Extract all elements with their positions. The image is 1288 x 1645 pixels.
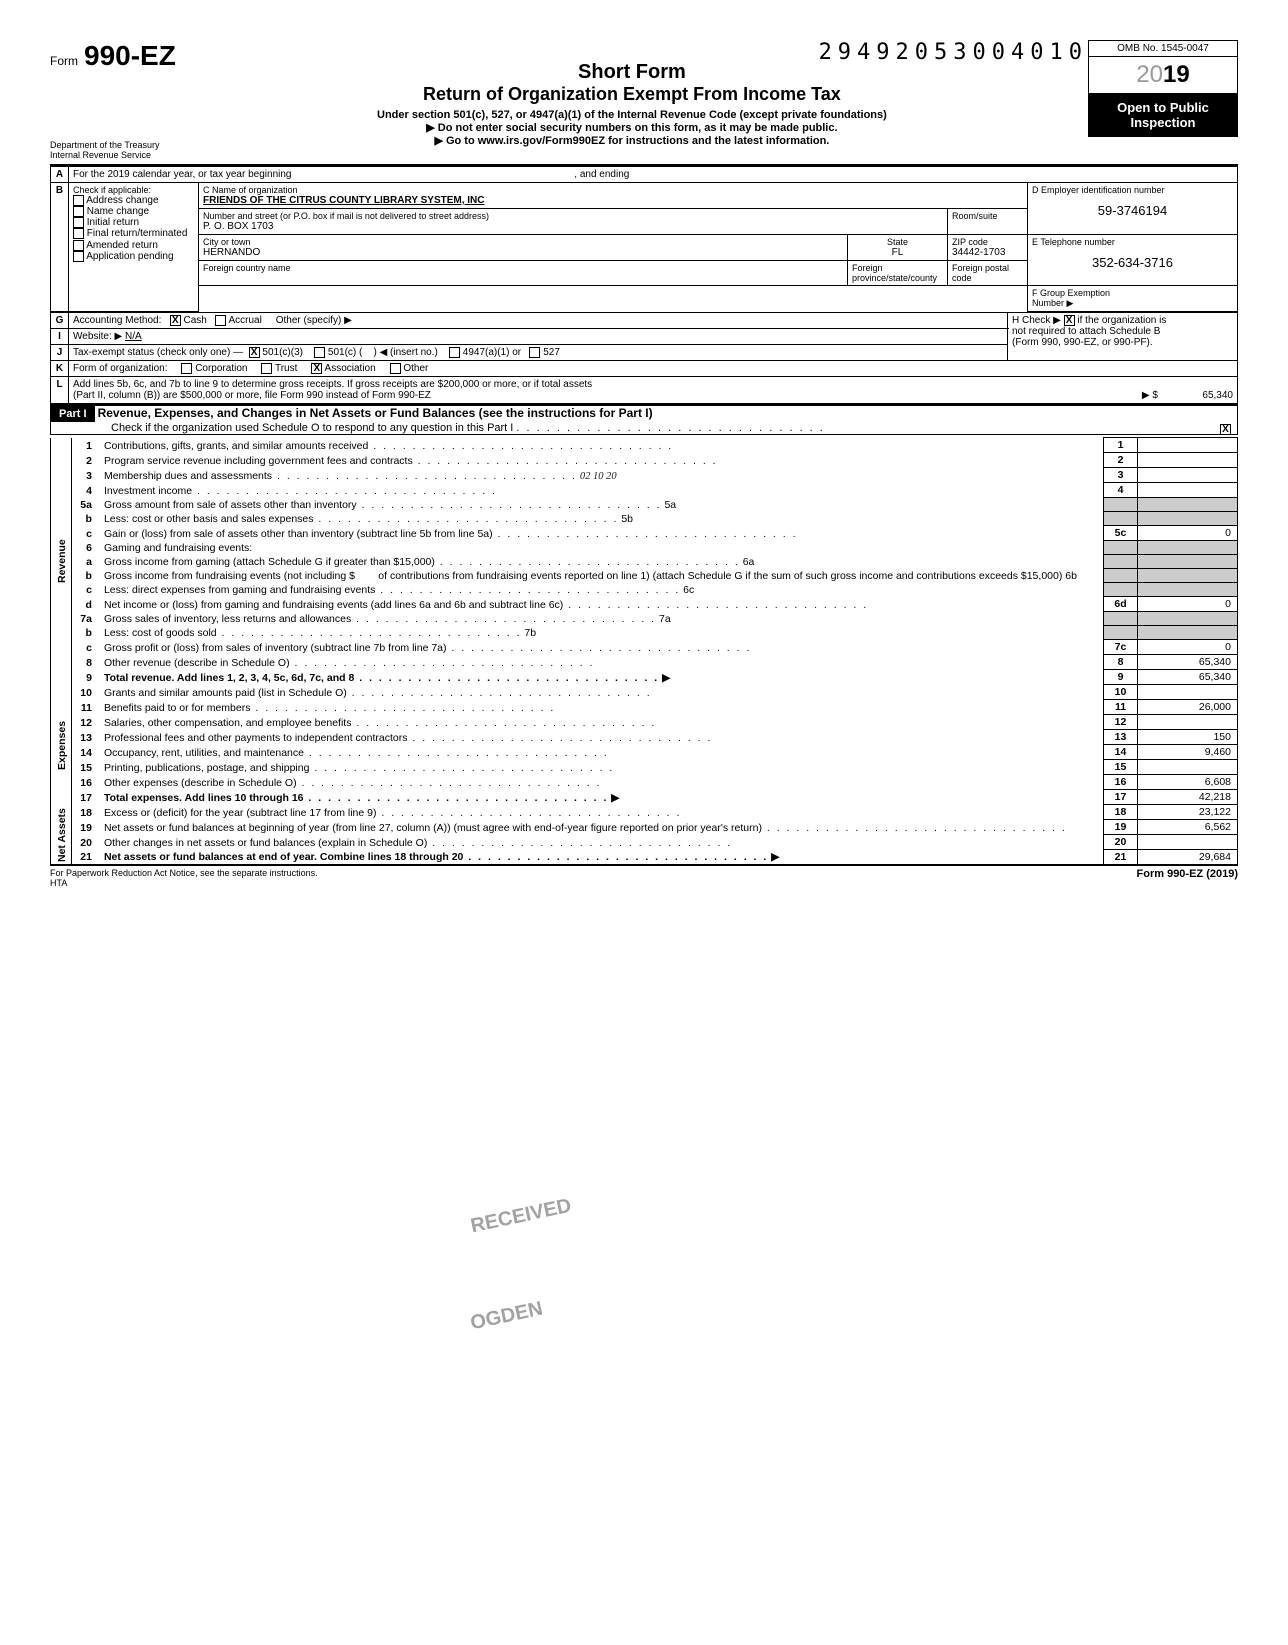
form-number: 990-EZ — [84, 40, 176, 72]
box-c3-zip: ZIP code 34442-1703 — [948, 235, 1028, 261]
handwritten-date: 02 10 20 — [580, 471, 617, 482]
gross-receipts: 65,340 — [1202, 390, 1233, 401]
ein: 59-3746194 — [1032, 203, 1233, 218]
cb-pending[interactable] — [73, 251, 84, 262]
cb-scho[interactable] — [1220, 424, 1231, 435]
cb-trust[interactable] — [261, 363, 272, 374]
cb-name[interactable] — [73, 206, 84, 217]
line-b-checks: Check if applicable: Address change Name… — [69, 183, 199, 312]
title-sub: Under section 501(c), 527, or 4947(a)(1)… — [176, 109, 1088, 121]
ogden-stamp: OGDEN — [468, 1298, 545, 1336]
dept-2: Internal Revenue Service — [50, 150, 176, 160]
line-k: Form of organization: Corporation Trust … — [69, 361, 1238, 377]
title-main: Return of Organization Exempt From Incom… — [176, 84, 1088, 105]
header-table: A For the 2019 calendar year, or tax yea… — [50, 166, 1238, 312]
form-prefix: Form — [50, 54, 78, 68]
part1-title: Revenue, Expenses, and Changes in Net As… — [98, 406, 653, 420]
label-a: A — [51, 167, 69, 183]
open-public: Open to Public Inspection — [1088, 94, 1238, 137]
part1-header: Part I Revenue, Expenses, and Changes in… — [50, 404, 1238, 435]
cb-final[interactable] — [73, 228, 84, 239]
right-col: OMB No. 1545-0047 2019 Open to Public In… — [1088, 40, 1238, 137]
line-l: Add lines 5b, 6c, and 7b to line 9 to de… — [69, 377, 1238, 404]
cb-assoc[interactable] — [311, 363, 322, 374]
form-id: Form 990-EZ — [50, 40, 176, 72]
dept-1: Department of the Treasury — [50, 140, 176, 150]
part1-sub: Check if the organization used Schedule … — [111, 422, 513, 434]
footer-hta: HTA — [50, 878, 67, 888]
year-box: 2019 — [1088, 57, 1238, 94]
title-warn: Do not enter social security numbers on … — [176, 121, 1088, 134]
title-goto: Go to www.irs.gov/Form990EZ for instruct… — [176, 134, 1088, 147]
open-2: Inspection — [1093, 115, 1233, 130]
footer-left: For Paperwork Reduction Act Notice, see … — [50, 868, 318, 878]
box-e: E Telephone number 352-634-3716 — [1028, 235, 1238, 286]
footer-right: Form 990-EZ (2019) — [1137, 868, 1238, 888]
box-c2: Number and street (or P.O. box if mail i… — [199, 209, 948, 235]
open-1: Open to Public — [1093, 100, 1233, 115]
part1-tag: Part I — [51, 406, 95, 422]
cb-h[interactable] — [1064, 315, 1075, 326]
box-c3-state: State FL — [848, 235, 948, 261]
cb-corp[interactable] — [181, 363, 192, 374]
cb-527[interactable] — [529, 347, 540, 358]
section-netassets: Net Assets — [51, 805, 72, 865]
cb-other[interactable] — [390, 363, 401, 374]
cb-4947[interactable] — [449, 347, 460, 358]
omb: OMB No. 1545-0047 — [1088, 40, 1238, 57]
section-expenses: Expenses — [51, 685, 72, 805]
cb-501c[interactable] — [314, 347, 325, 358]
section-revenue: Revenue — [51, 438, 72, 685]
cb-amended[interactable] — [73, 240, 84, 251]
box-c3-city: City or town HERNANDO — [199, 235, 848, 261]
gjkl-table: G Accounting Method: Cash Accrual Other … — [50, 312, 1238, 404]
label-b: B — [51, 183, 69, 312]
cb-accrual[interactable] — [215, 315, 226, 326]
box-c: C Name of organization FRIENDS OF THE CI… — [199, 183, 1028, 209]
cb-address[interactable] — [73, 195, 84, 206]
box-f: F Group Exemption Number ▶ — [1028, 286, 1238, 312]
footer: For Paperwork Reduction Act Notice, see … — [50, 865, 1238, 888]
cb-501c3[interactable] — [249, 347, 260, 358]
form-header: Form 990-EZ Department of the Treasury I… — [50, 40, 1238, 160]
dept-block: Department of the Treasury Internal Reve… — [50, 140, 176, 160]
line-a: For the 2019 calendar year, or tax year … — [69, 167, 1238, 183]
street: P. O. BOX 1703 — [203, 221, 943, 232]
org-name: FRIENDS OF THE CITRUS COUNTY LIBRARY SYS… — [203, 195, 1023, 206]
cb-initial[interactable] — [73, 217, 84, 228]
cb-cash[interactable] — [170, 315, 181, 326]
phone: 352-634-3716 — [1032, 255, 1233, 270]
line-h: H Check ▶ if the organization is not req… — [1008, 313, 1238, 361]
title-block: 29492053004010 Short Form Return of Orga… — [176, 40, 1088, 147]
part1-lines: Revenue 1Contributions, gifts, grants, a… — [50, 437, 1238, 865]
line-j: Tax-exempt status (check only one) — 501… — [69, 345, 1008, 361]
received-stamp: RECEIVED — [469, 1195, 574, 1239]
line-g: Accounting Method: Cash Accrual Other (s… — [69, 313, 1008, 329]
box-d: D Employer identification number 59-3746… — [1028, 183, 1238, 235]
line-i: Website: ▶ N/A — [69, 329, 1008, 345]
